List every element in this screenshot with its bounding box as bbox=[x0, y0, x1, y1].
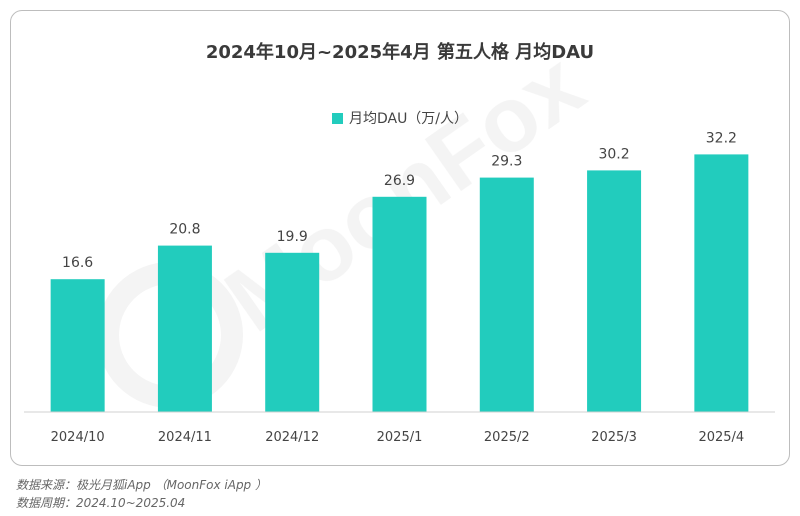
x-tick-label: 2024/10 bbox=[51, 430, 105, 445]
data-period: 数据周期：2024.10~2025.04 bbox=[16, 496, 186, 510]
data-label: 32.2 bbox=[706, 130, 737, 146]
legend: 月均DAU（万/人） bbox=[0, 108, 800, 128]
data-label: 29.3 bbox=[491, 154, 522, 170]
bar bbox=[372, 196, 427, 412]
legend-swatch bbox=[331, 113, 343, 124]
bar bbox=[694, 154, 749, 412]
bar bbox=[50, 279, 105, 412]
x-tick-label: 2025/4 bbox=[698, 430, 744, 445]
bar bbox=[479, 177, 534, 412]
x-tick-label: 2025/1 bbox=[377, 430, 423, 445]
data-label: 30.2 bbox=[598, 146, 629, 162]
x-tick-label: 2024/12 bbox=[265, 430, 319, 445]
bar bbox=[157, 245, 212, 412]
x-tick-label: 2025/2 bbox=[484, 430, 530, 445]
chart-title: 2024年10月~2025年4月 第五人格 月均DAU bbox=[205, 42, 595, 63]
x-tick-label: 2025/3 bbox=[591, 430, 637, 445]
data-label: 26.9 bbox=[384, 173, 415, 189]
data-label: 16.6 bbox=[62, 255, 93, 271]
bar bbox=[587, 170, 642, 412]
legend-label: 月均DAU（万/人） bbox=[348, 111, 469, 127]
data-label: 19.9 bbox=[277, 229, 308, 245]
x-tick-label: 2024/11 bbox=[158, 430, 212, 445]
data-source: 数据来源：极光月狐iApp （MoonFox iApp ） bbox=[16, 478, 267, 492]
bar bbox=[265, 252, 320, 412]
data-label: 20.8 bbox=[169, 222, 200, 238]
